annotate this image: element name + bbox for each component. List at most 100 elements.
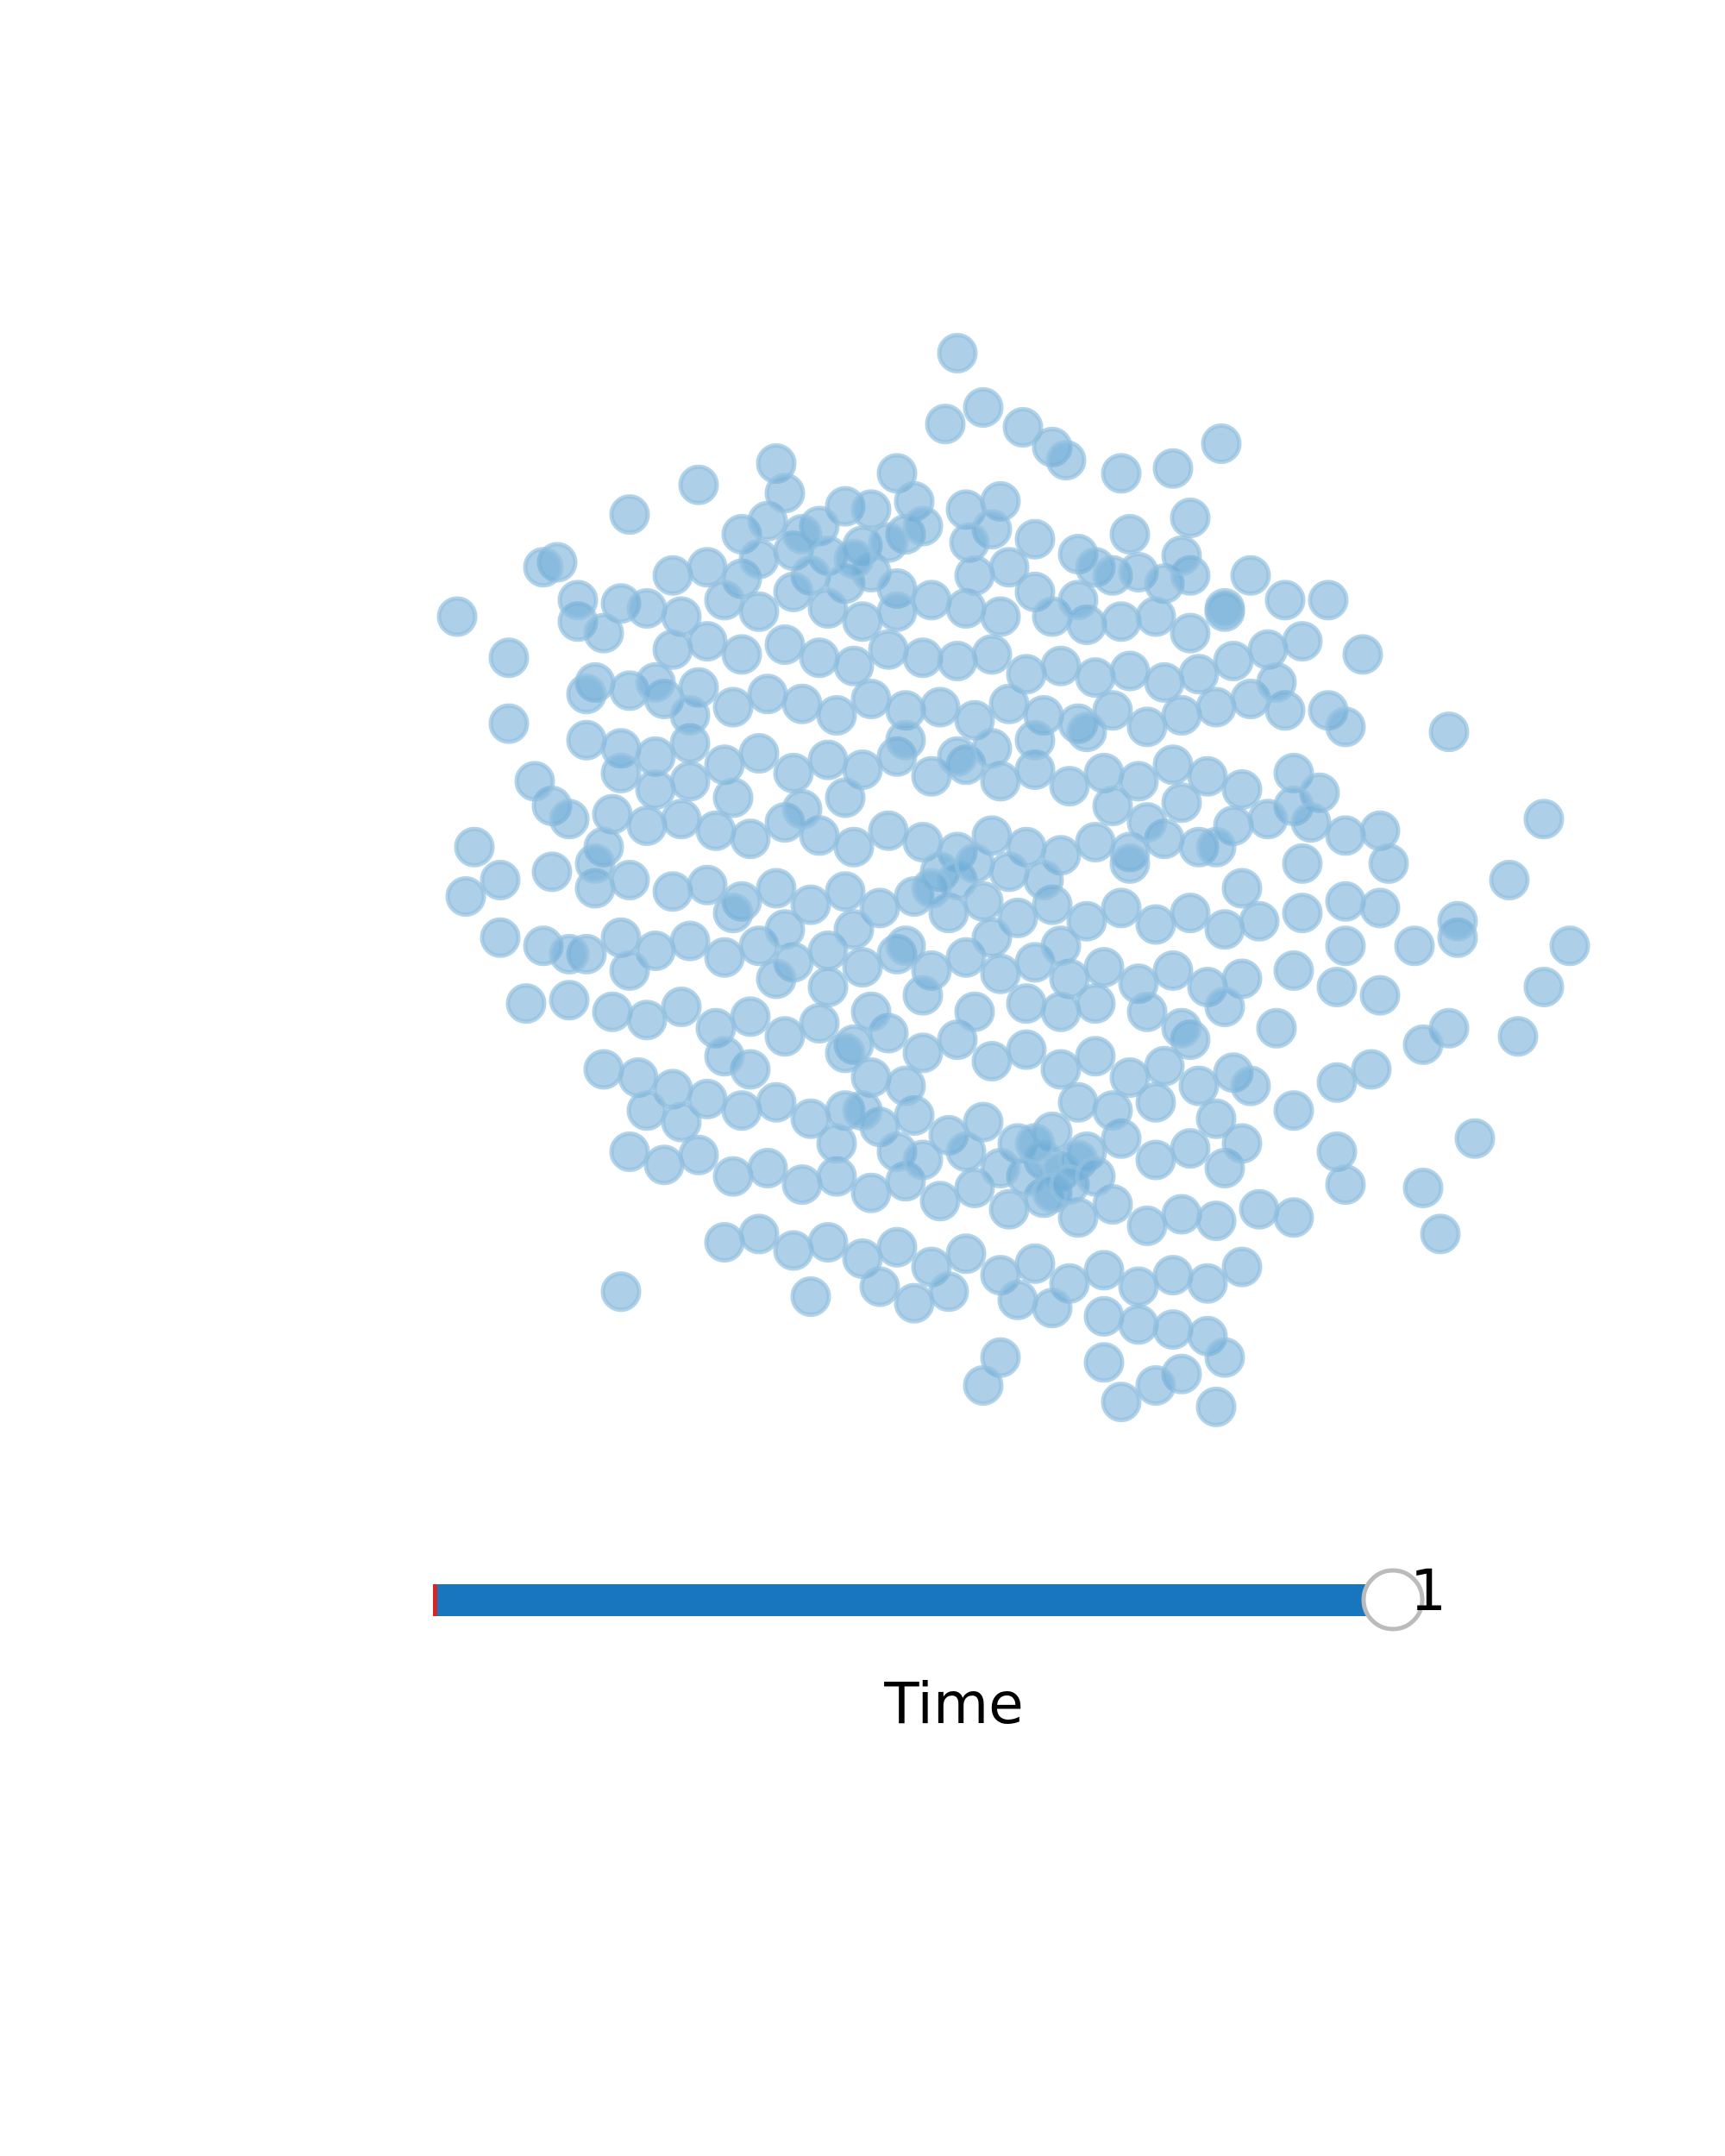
scatter-point bbox=[842, 1090, 883, 1131]
scatter-point bbox=[902, 1139, 944, 1181]
scatter-point bbox=[1075, 1156, 1116, 1197]
scatter-point bbox=[773, 571, 814, 612]
scatter-point bbox=[1454, 1118, 1496, 1159]
scatter-point bbox=[949, 522, 990, 563]
scatter-point bbox=[1170, 612, 1211, 654]
slider-thumb[interactable] bbox=[1361, 1568, 1425, 1632]
scatter-point bbox=[738, 591, 780, 632]
scatter-point bbox=[1045, 440, 1087, 481]
scatter-point bbox=[1247, 629, 1289, 670]
scatter-point bbox=[1402, 1024, 1444, 1065]
scatter-point bbox=[825, 777, 866, 818]
scatter-point bbox=[868, 629, 909, 670]
scatter-point bbox=[937, 333, 978, 373]
scatter-point bbox=[1101, 453, 1142, 494]
scatter-point bbox=[583, 1049, 624, 1090]
scatter-point bbox=[911, 580, 952, 621]
scatter-point bbox=[704, 937, 745, 978]
scatter-point bbox=[704, 744, 745, 786]
scatter-point bbox=[678, 1134, 719, 1175]
scatter-point bbox=[1221, 868, 1263, 909]
scatter-point bbox=[1204, 909, 1245, 950]
scatter-point bbox=[1282, 621, 1323, 662]
scatter-point bbox=[635, 769, 676, 810]
scatter-point bbox=[885, 1065, 926, 1106]
scatter-point bbox=[885, 719, 926, 761]
scatter-point bbox=[1230, 1065, 1271, 1106]
scatter-point bbox=[712, 686, 754, 728]
slider-track[interactable] bbox=[436, 1584, 1393, 1616]
scatter-point bbox=[687, 547, 728, 588]
time-slider[interactable] bbox=[433, 1568, 1425, 1632]
scatter-point bbox=[695, 810, 737, 851]
scatter-point bbox=[626, 1090, 668, 1131]
scatter-point bbox=[1170, 1128, 1211, 1169]
scatter-point bbox=[712, 893, 754, 934]
scatter-point bbox=[954, 555, 995, 596]
scatter-point bbox=[833, 826, 875, 868]
scatter-point bbox=[1092, 690, 1133, 731]
scatter-point bbox=[488, 703, 530, 744]
scatter-point bbox=[1256, 661, 1297, 703]
scatter-point bbox=[661, 799, 702, 840]
scatter-point bbox=[971, 634, 1013, 675]
scatter-point bbox=[1221, 1246, 1263, 1288]
scatter-point bbox=[988, 1188, 1030, 1230]
scatter-point bbox=[523, 547, 564, 588]
scatter-point bbox=[1040, 1049, 1082, 1090]
scatter-point bbox=[557, 580, 599, 621]
scatter-point bbox=[988, 547, 1030, 588]
scatter-point bbox=[1126, 1205, 1168, 1246]
scatter-point bbox=[609, 950, 650, 991]
scatter-point bbox=[1221, 1123, 1263, 1164]
scatter-point bbox=[756, 1081, 797, 1123]
scatter-point bbox=[876, 591, 918, 632]
scatter-point bbox=[902, 1032, 944, 1074]
scatter-point bbox=[1264, 580, 1306, 621]
scatter-point bbox=[678, 464, 719, 505]
scatter-point bbox=[626, 805, 668, 846]
scatter-point bbox=[1239, 1188, 1280, 1230]
scatter-point bbox=[1152, 1309, 1194, 1351]
scatter-point bbox=[1161, 1194, 1202, 1235]
scatter-point bbox=[1204, 1337, 1245, 1378]
scatter-point bbox=[1152, 1255, 1194, 1296]
scatter-point bbox=[1075, 657, 1116, 699]
scatter-point bbox=[1428, 711, 1470, 753]
scatter-point bbox=[549, 980, 590, 1021]
scatter-points bbox=[436, 333, 1590, 1427]
scatter-point bbox=[1057, 580, 1099, 621]
scatter-point bbox=[1135, 904, 1176, 945]
scatter-point bbox=[997, 1279, 1038, 1320]
scatter-point bbox=[816, 1123, 857, 1164]
scatter-point bbox=[925, 404, 966, 445]
scatter-point bbox=[626, 588, 668, 629]
scatter-point bbox=[919, 1181, 961, 1222]
scatter-point bbox=[859, 1266, 900, 1307]
scatter-point bbox=[480, 860, 521, 900]
scatter-point bbox=[833, 538, 875, 580]
scatter-point bbox=[980, 953, 1021, 994]
scatter-point bbox=[825, 1032, 866, 1074]
scatter-point bbox=[807, 967, 849, 1007]
scatter-point bbox=[988, 851, 1030, 893]
scatter-point bbox=[1316, 1062, 1358, 1103]
scatter-point bbox=[1083, 1250, 1125, 1291]
scatter-point bbox=[609, 1131, 650, 1172]
scatter-point bbox=[1170, 893, 1211, 934]
scatter-point bbox=[600, 1271, 642, 1313]
scatter-point bbox=[1325, 706, 1366, 748]
scatter-point bbox=[781, 514, 823, 555]
scatter-point bbox=[1316, 1131, 1358, 1172]
scatter-point bbox=[454, 826, 495, 868]
scatter-point bbox=[1083, 1342, 1125, 1383]
scatter-point bbox=[1040, 925, 1082, 967]
scatter-point bbox=[488, 637, 530, 679]
scatter-point bbox=[1075, 1036, 1116, 1077]
scatter-point bbox=[1187, 1263, 1228, 1304]
scatter-point bbox=[1161, 1007, 1202, 1049]
scatter-point bbox=[730, 818, 771, 860]
scatter-point bbox=[609, 494, 650, 536]
scatter-point bbox=[1049, 766, 1090, 807]
scatter-point bbox=[1342, 634, 1383, 675]
